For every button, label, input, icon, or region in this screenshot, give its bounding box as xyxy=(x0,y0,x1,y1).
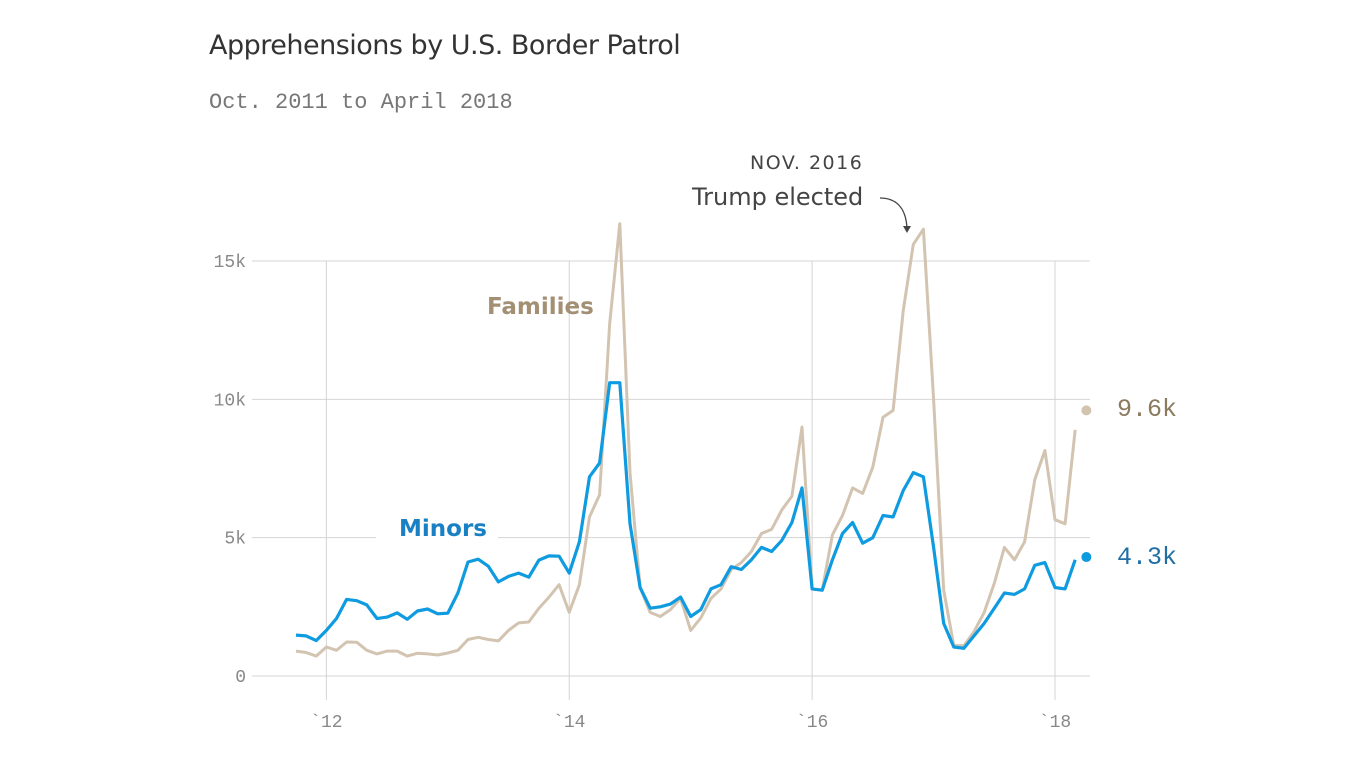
chart-title: Apprehensions by U.S. Border Patrol xyxy=(209,30,681,61)
chart-subtitle: Oct. 2011 to April 2018 xyxy=(209,90,513,115)
series-label-families: Families xyxy=(487,294,594,320)
annotation-text: Trump elected xyxy=(691,183,863,211)
series-line-minors xyxy=(295,381,1077,650)
series-label-minors: Minors xyxy=(399,516,487,542)
x-tick-label: `16 xyxy=(796,713,828,733)
x-tick-label: `14 xyxy=(553,713,585,733)
end-point-families xyxy=(1081,405,1092,416)
annotation-arrowhead-icon xyxy=(903,226,911,233)
annotation-arrow-icon xyxy=(879,197,908,229)
end-label-families: 9.6k xyxy=(1117,395,1177,424)
annotation-date: NOV. 2016 xyxy=(750,152,863,174)
x-tick-label: `18 xyxy=(1039,713,1071,733)
y-tick-label: 5k xyxy=(224,530,246,550)
end-label-minors: 4.3k xyxy=(1117,543,1177,572)
y-tick-label: 15k xyxy=(214,253,246,273)
y-tick-label: 0 xyxy=(235,668,246,688)
series-line-families xyxy=(295,222,1077,658)
end-point-minors xyxy=(1081,552,1092,563)
y-tick-label: 10k xyxy=(214,391,246,411)
x-tick-label: `12 xyxy=(310,713,342,733)
